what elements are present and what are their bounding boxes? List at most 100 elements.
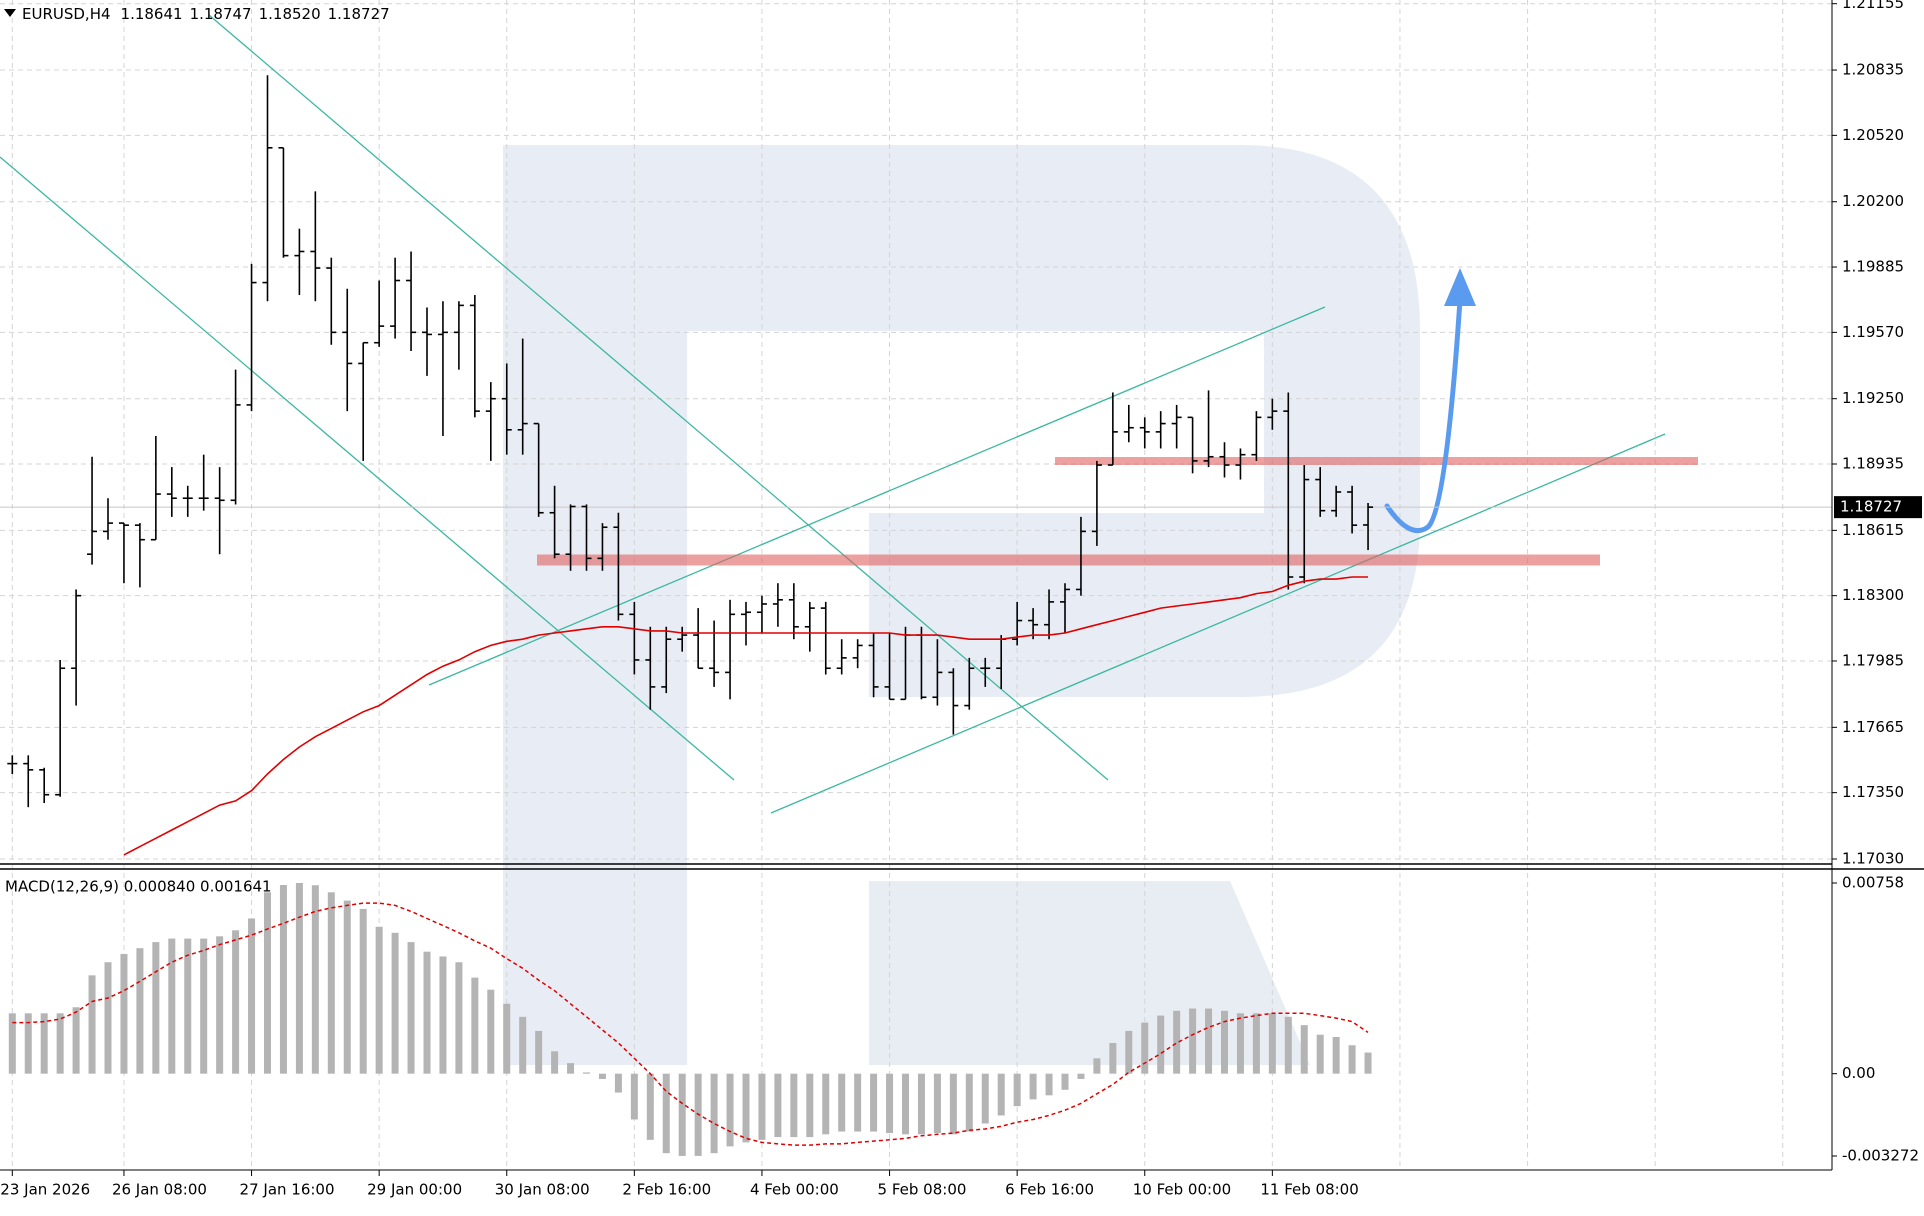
macd-bar bbox=[933, 1073, 941, 1134]
trend-line bbox=[428, 306, 1326, 686]
x-tick-label: 27 Jan 16:00 bbox=[240, 1181, 335, 1199]
macd-bar bbox=[806, 1073, 814, 1138]
macd-bar bbox=[423, 951, 431, 1074]
y-tick-label: 1.18935 bbox=[1842, 455, 1904, 473]
macd-bar bbox=[407, 942, 415, 1074]
ohlc-open: 1.18641 bbox=[121, 5, 183, 23]
y-tick-label: 1.17985 bbox=[1842, 651, 1904, 669]
current-price-label: 1.18727 bbox=[1840, 498, 1902, 516]
macd-bar bbox=[295, 883, 303, 1074]
watermark-r-body bbox=[503, 145, 1420, 1065]
macd-bar bbox=[1157, 1015, 1165, 1074]
macd-bar bbox=[184, 938, 192, 1074]
watermark-r-leg bbox=[869, 881, 1310, 1065]
macd-bar bbox=[567, 1063, 575, 1074]
macd-bar bbox=[854, 1073, 862, 1132]
y-tick-label: 1.17350 bbox=[1842, 783, 1904, 801]
macd-bar bbox=[104, 962, 112, 1074]
watermark bbox=[503, 145, 1420, 1065]
macd-bar bbox=[375, 926, 383, 1074]
macd-bar bbox=[838, 1073, 846, 1132]
y-tick-label: 0.00758 bbox=[1842, 874, 1904, 892]
y-tick-label: 1.17030 bbox=[1842, 850, 1904, 868]
forecast-arrow bbox=[1384, 297, 1463, 534]
macd-bar bbox=[1221, 1010, 1228, 1074]
macd-bar bbox=[8, 1013, 16, 1074]
macd-bar bbox=[391, 932, 399, 1074]
macd-bar bbox=[72, 1007, 80, 1074]
macd-bar bbox=[519, 1016, 527, 1074]
x-tick-label: 4 Feb 00:00 bbox=[750, 1181, 839, 1199]
current-price-box bbox=[1834, 496, 1922, 519]
macd-bar bbox=[359, 908, 367, 1074]
macd-bar bbox=[902, 1073, 909, 1135]
x-tick-label: 2 Feb 16:00 bbox=[622, 1181, 711, 1199]
macd-bar bbox=[88, 975, 96, 1074]
macd-bar bbox=[965, 1073, 973, 1132]
macd-bar bbox=[455, 962, 463, 1074]
macd-bar bbox=[1300, 1025, 1308, 1074]
x-tick-label: 29 Jan 00:00 bbox=[367, 1181, 462, 1199]
macd-bar bbox=[56, 1013, 64, 1074]
x-tick-label: 6 Feb 16:00 bbox=[1005, 1181, 1094, 1199]
macd-bar bbox=[1236, 1013, 1244, 1074]
forecast-arrow-head bbox=[1444, 268, 1476, 306]
macd-bar bbox=[1348, 1045, 1356, 1074]
menu-triangle[interactable] bbox=[4, 9, 16, 17]
x-tick-label: 5 Feb 08:00 bbox=[878, 1181, 967, 1199]
macd-bar bbox=[630, 1073, 638, 1120]
indicator-title: MACD(12,26,9) 0.000840 0.001641 bbox=[5, 878, 272, 896]
x-tick-label: 11 Feb 08:00 bbox=[1260, 1181, 1358, 1199]
macd-bar bbox=[1332, 1036, 1340, 1074]
macd-bar bbox=[136, 948, 144, 1074]
macd-bar bbox=[343, 900, 351, 1074]
macd-bar bbox=[232, 930, 240, 1074]
macd-bar bbox=[1093, 1058, 1101, 1074]
y-tick-label: 1.20520 bbox=[1842, 126, 1904, 144]
macd-bar bbox=[583, 1072, 590, 1074]
y-tick-label: 1.19250 bbox=[1842, 389, 1904, 407]
y-tick-label: 1.18300 bbox=[1842, 586, 1904, 604]
x-tick-label: 26 Jan 08:00 bbox=[112, 1181, 207, 1199]
trend-line bbox=[208, 14, 1109, 781]
macd-bar bbox=[1077, 1073, 1085, 1079]
macd-bar bbox=[997, 1073, 1005, 1116]
macd-bar bbox=[886, 1073, 894, 1134]
macd-bar bbox=[503, 1003, 511, 1074]
trend-line bbox=[0, 156, 735, 781]
y-tick-label: 0.00 bbox=[1842, 1064, 1875, 1082]
macd-bar bbox=[981, 1073, 989, 1124]
macd-bar bbox=[1109, 1042, 1117, 1074]
macd-bar bbox=[758, 1073, 766, 1140]
macd-bar bbox=[216, 936, 224, 1074]
macd-bar bbox=[1364, 1052, 1372, 1074]
macd-bar bbox=[1029, 1073, 1037, 1100]
macd-bar bbox=[535, 1030, 543, 1074]
macd-bar bbox=[1013, 1073, 1021, 1107]
macd-bar bbox=[1061, 1073, 1069, 1090]
ohlc-close: 1.18727 bbox=[328, 5, 390, 23]
macd-bar bbox=[1125, 1030, 1133, 1074]
macd-bar bbox=[551, 1051, 559, 1074]
macd-bar bbox=[264, 892, 271, 1074]
symbol: EURUSD,H4 bbox=[22, 5, 111, 23]
macd-bar bbox=[200, 938, 208, 1074]
y-tick-label: 1.17665 bbox=[1842, 718, 1904, 736]
y-tick-label: -0.003272 bbox=[1842, 1147, 1919, 1165]
moving-average bbox=[123, 576, 1368, 856]
macd-bar bbox=[742, 1073, 750, 1143]
y-tick-label: 1.18615 bbox=[1842, 521, 1904, 539]
macd-bar bbox=[710, 1073, 718, 1154]
macd-bar bbox=[1173, 1010, 1181, 1074]
macd-bar bbox=[646, 1073, 654, 1140]
y-tick-label: 1.20200 bbox=[1842, 192, 1904, 210]
macd-bar bbox=[1284, 1016, 1292, 1074]
macd-bar bbox=[790, 1073, 798, 1138]
y-tick-label: 1.19570 bbox=[1842, 323, 1904, 341]
macd-bar bbox=[598, 1073, 606, 1079]
macd-bar bbox=[1252, 1013, 1260, 1074]
macd-bar bbox=[1045, 1073, 1053, 1096]
macd-bar bbox=[487, 989, 495, 1074]
